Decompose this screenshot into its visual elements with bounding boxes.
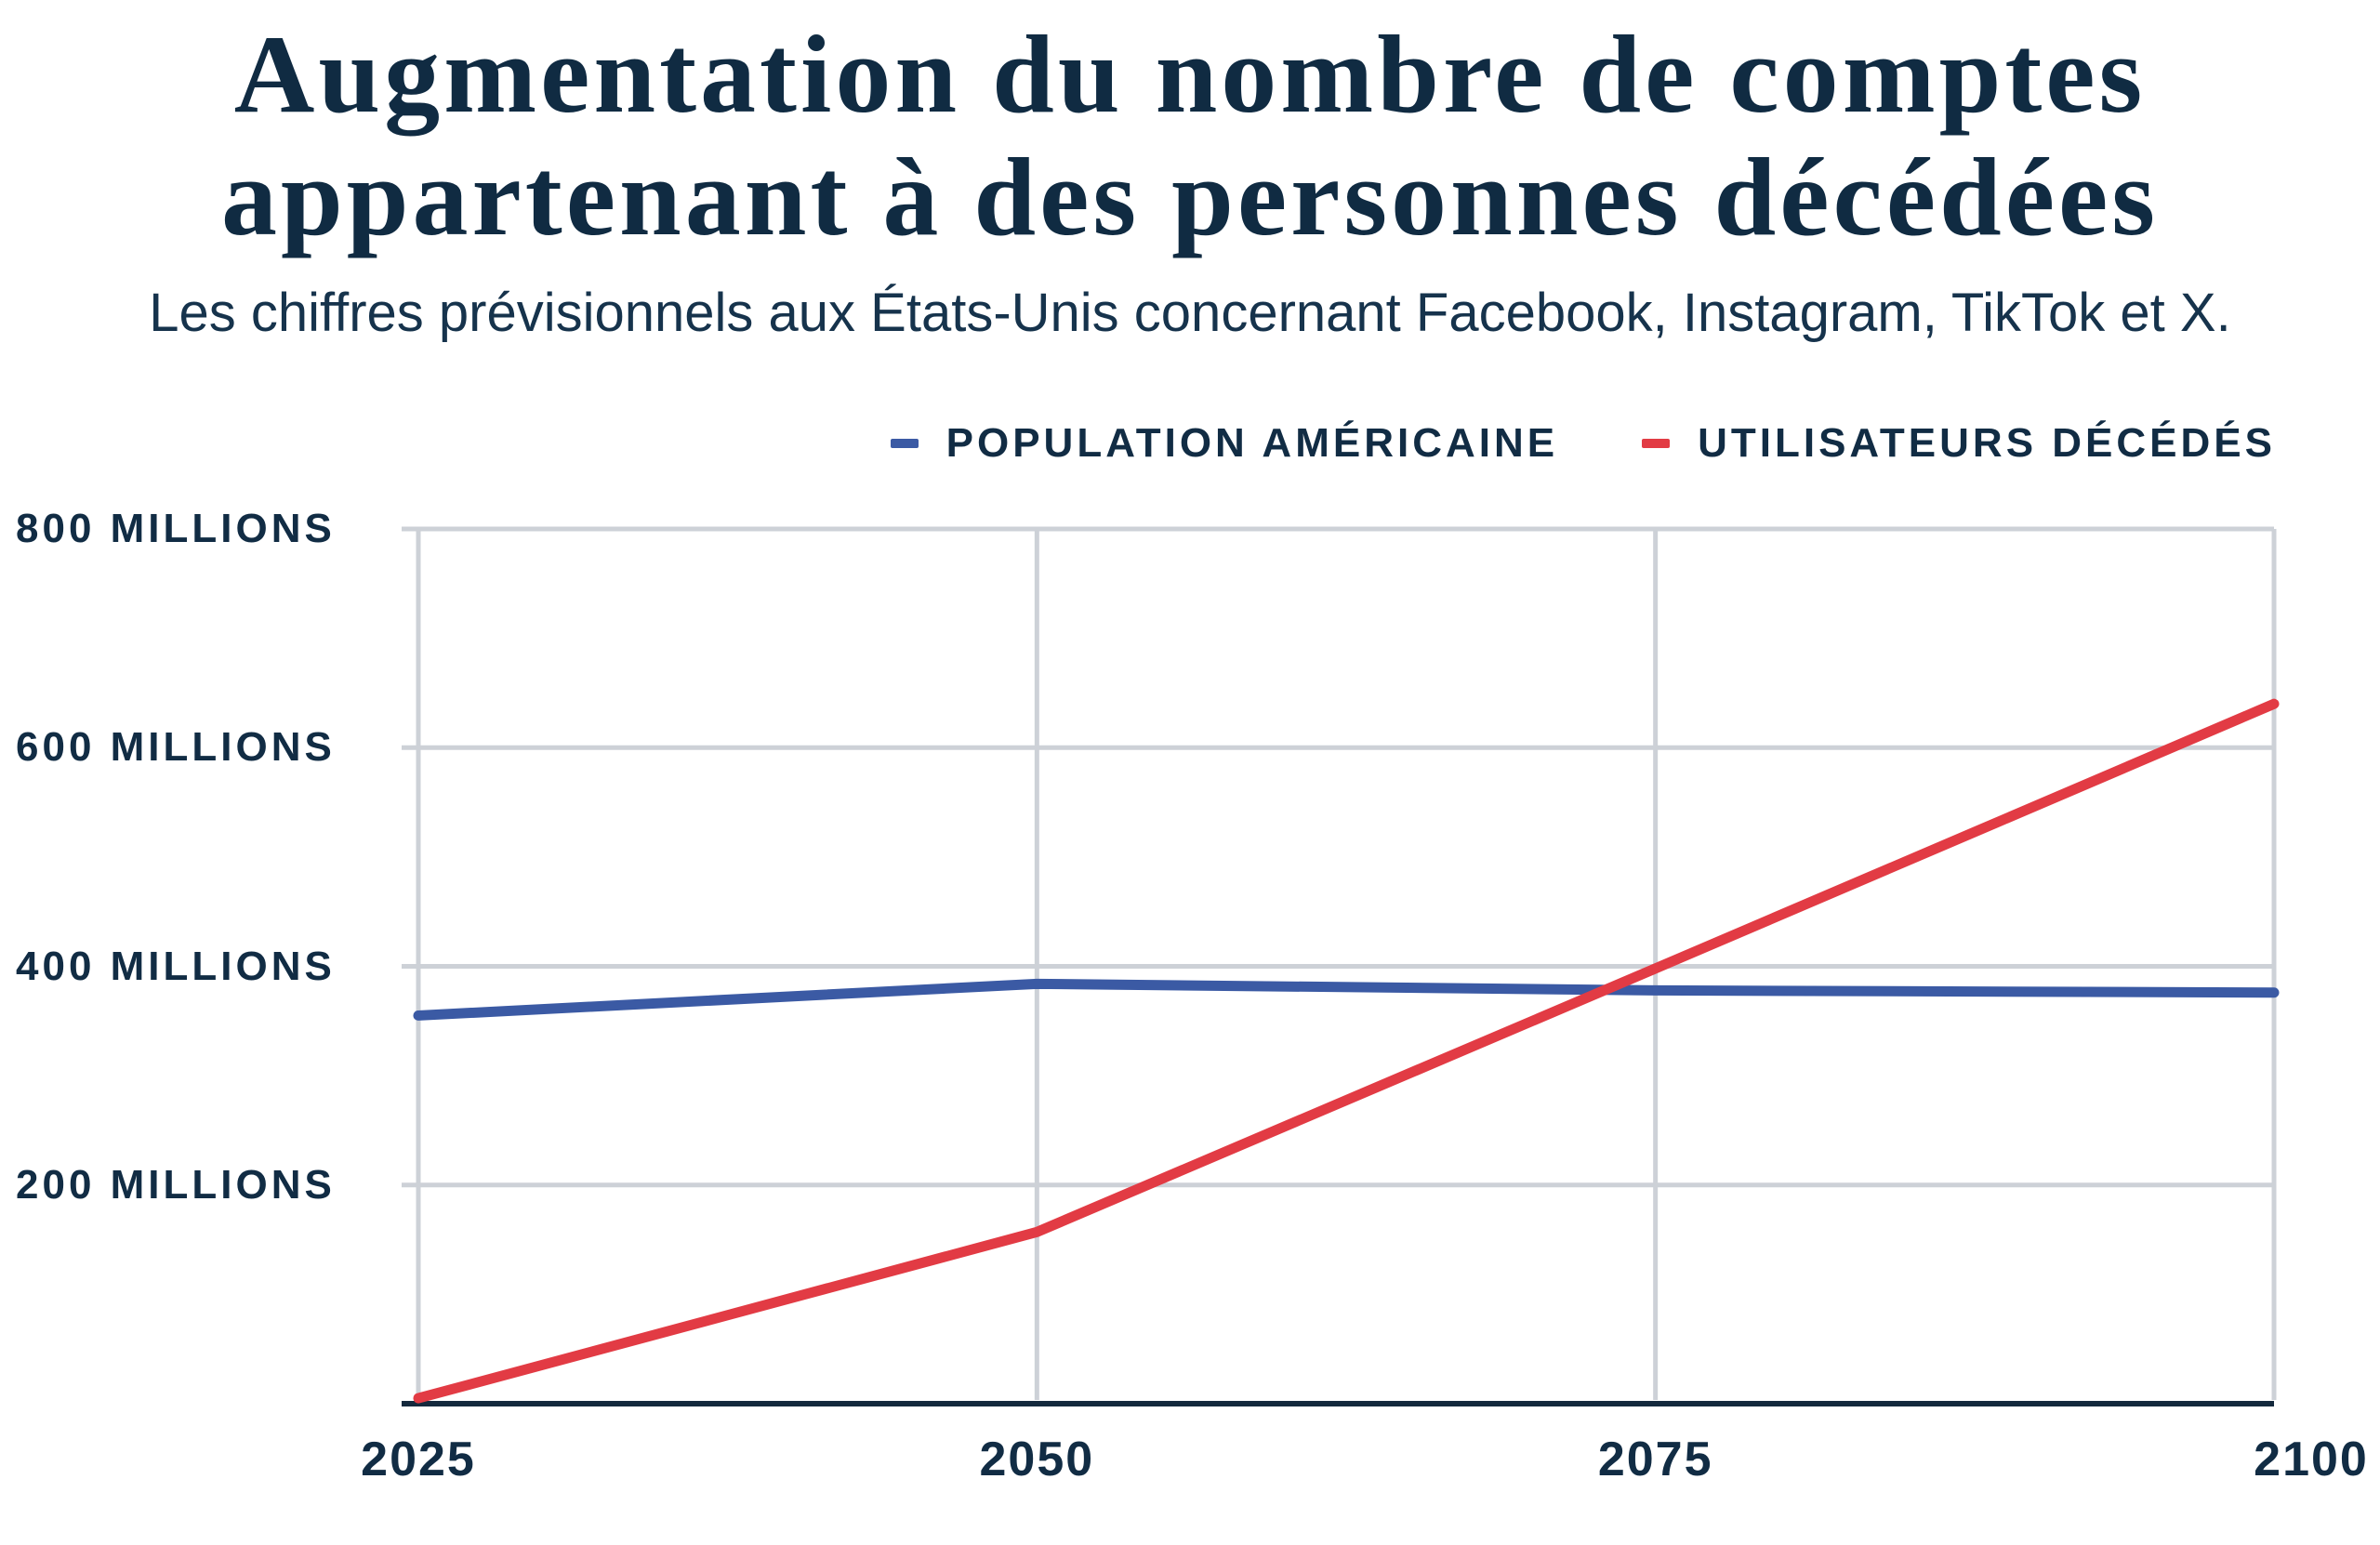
chart-legend: POPULATION AMÉRICAINE UTILISATEURS DÉCÉD…: [890, 420, 2276, 467]
series-line-deceased: [413, 698, 2280, 1404]
chart-title: Augmentation du nombre de comptes apparte…: [0, 0, 2380, 258]
legend-label-population: POPULATION AMÉRICAINE: [945, 420, 1559, 466]
legend-label-deceased: UTILISATEURS DÉCÉDÉS: [1698, 420, 2276, 466]
chart-title-line-2: appartenant à des personnes décédées: [221, 135, 2159, 258]
legend-marker-population-dash-icon: [890, 439, 919, 448]
legend-marker-deceased-dash-icon: [1642, 439, 1671, 448]
chart-title-line-1: Augmentation du nombre de comptes: [233, 12, 2147, 136]
chart-subtitle: Les chiffres prévisionnels aux États-Uni…: [149, 283, 2231, 343]
series-line-population: [413, 978, 2280, 1021]
legend-item-population: POPULATION AMÉRICAINE: [890, 420, 1559, 467]
legend-item-deceased: UTILISATEURS DÉCÉDÉS: [1642, 420, 2276, 467]
